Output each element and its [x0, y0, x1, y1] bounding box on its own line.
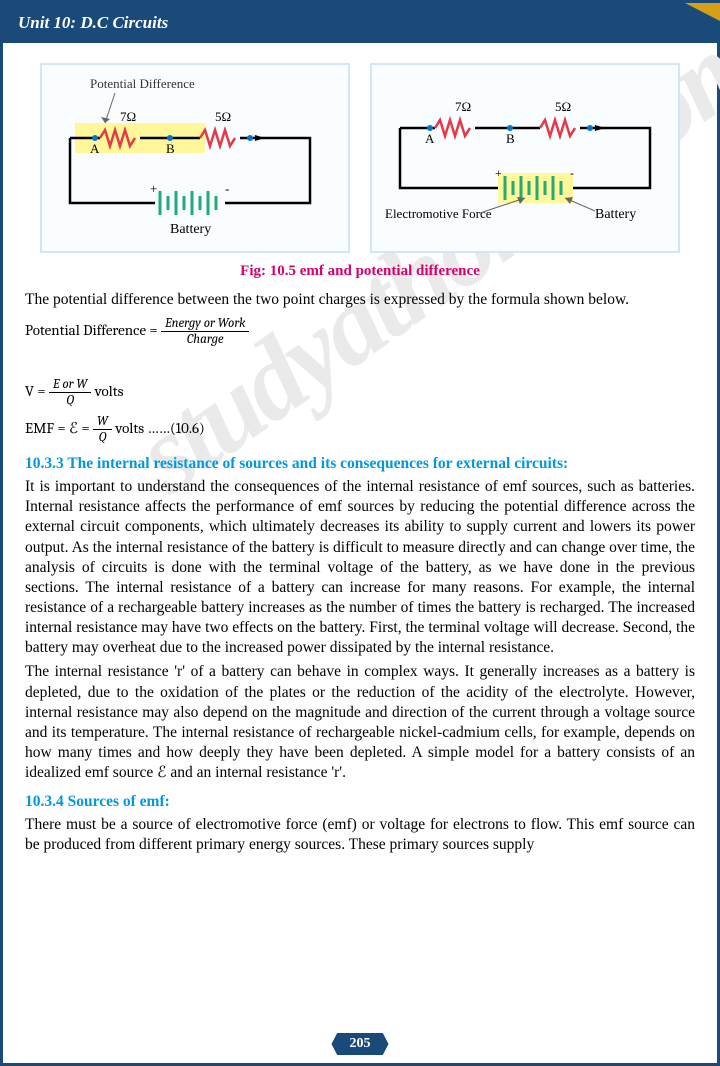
- a-label: A: [90, 141, 100, 156]
- resistor-r2: [200, 130, 235, 146]
- section-10-3-3-p1: It is important to understand the conseq…: [25, 477, 695, 658]
- denominator: Charge: [161, 332, 249, 347]
- header-accent: [685, 3, 720, 21]
- section-10-3-3-title: 10.3.3 The internal resistance of source…: [25, 455, 695, 473]
- plus: +: [150, 181, 157, 196]
- r1-label: 7Ω: [120, 109, 136, 124]
- minus: -: [225, 181, 229, 196]
- fraction: WQ: [93, 414, 112, 445]
- page-body: studyathome.com Potential Difference 7Ω …: [0, 43, 720, 1066]
- fraction: E or WQ: [49, 377, 91, 408]
- denominator: Q: [93, 430, 112, 445]
- plus: +: [495, 166, 502, 180]
- circuit-left-svg: Potential Difference 7Ω 5Ω A B + - Batte…: [50, 73, 330, 238]
- circuit-right: 7Ω 5Ω A B + - Electromotive Force Batter…: [370, 63, 680, 253]
- battery-label: Battery: [170, 222, 211, 237]
- circuit-right-svg: 7Ω 5Ω A B + - Electromotive Force Batter…: [380, 73, 670, 238]
- b-label: B: [166, 141, 175, 156]
- page-number: 205: [332, 1033, 389, 1055]
- r1-label: 7Ω: [455, 99, 471, 114]
- r2-label: 5Ω: [215, 109, 231, 124]
- para-1: The potential difference between the two…: [25, 290, 695, 310]
- denominator: Q: [49, 393, 91, 408]
- formula-lhs: V =: [25, 382, 46, 400]
- formula-lhs: Potential Difference =: [25, 321, 158, 339]
- circuit-diagrams: Potential Difference 7Ω 5Ω A B + - Batte…: [25, 63, 695, 253]
- minus: -: [570, 166, 574, 180]
- formula-lhs: EMF = ℰ =: [25, 419, 90, 437]
- a-label: A: [425, 131, 435, 146]
- pd-arrowhead: [101, 117, 110, 123]
- node: [587, 125, 593, 131]
- r2-label: 5Ω: [555, 99, 571, 114]
- resistor-r2: [540, 120, 575, 136]
- formula-v: V = E or WQ volts: [25, 377, 695, 408]
- wire: [225, 138, 310, 203]
- wire: [570, 128, 650, 188]
- numerator: W: [93, 414, 112, 430]
- b-label: B: [506, 131, 515, 146]
- numerator: E or W: [49, 377, 91, 393]
- unit-title: Unit 10: D.C Circuits: [18, 13, 168, 32]
- section-10-3-4-p1: There must be a source of electromotive …: [25, 815, 695, 855]
- node: [247, 135, 253, 141]
- figure-caption: Fig: 10.5 emf and potential difference: [25, 263, 695, 280]
- formula-emf: EMF = ℰ = WQ volts ……(10.6): [25, 414, 695, 445]
- wire: [400, 128, 500, 188]
- content-area: Potential Difference 7Ω 5Ω A B + - Batte…: [25, 63, 695, 856]
- unit-header: Unit 10: D.C Circuits: [0, 0, 720, 43]
- formula-pd: Potential Difference = Energy or WorkCha…: [25, 316, 695, 347]
- emf-label: Electromotive Force: [385, 206, 492, 221]
- numerator: Energy or Work: [161, 316, 249, 332]
- formula-suffix: volts ……(10.6): [115, 419, 204, 437]
- resistor-r1: [435, 120, 470, 136]
- battery-icon: [160, 191, 216, 215]
- fraction: Energy or WorkCharge: [161, 316, 249, 347]
- arrow-icon: [595, 125, 605, 131]
- arrow-icon: [255, 135, 265, 141]
- pd-label: Potential Difference: [90, 76, 195, 91]
- circuit-left: Potential Difference 7Ω 5Ω A B + - Batte…: [40, 63, 350, 253]
- section-10-3-4-title: 10.3.4 Sources of emf:: [25, 793, 695, 811]
- battery-label: Battery: [595, 207, 636, 222]
- section-10-3-3-p2: The internal resistance 'r' of a battery…: [25, 662, 695, 783]
- formula-suffix: volts: [95, 382, 124, 400]
